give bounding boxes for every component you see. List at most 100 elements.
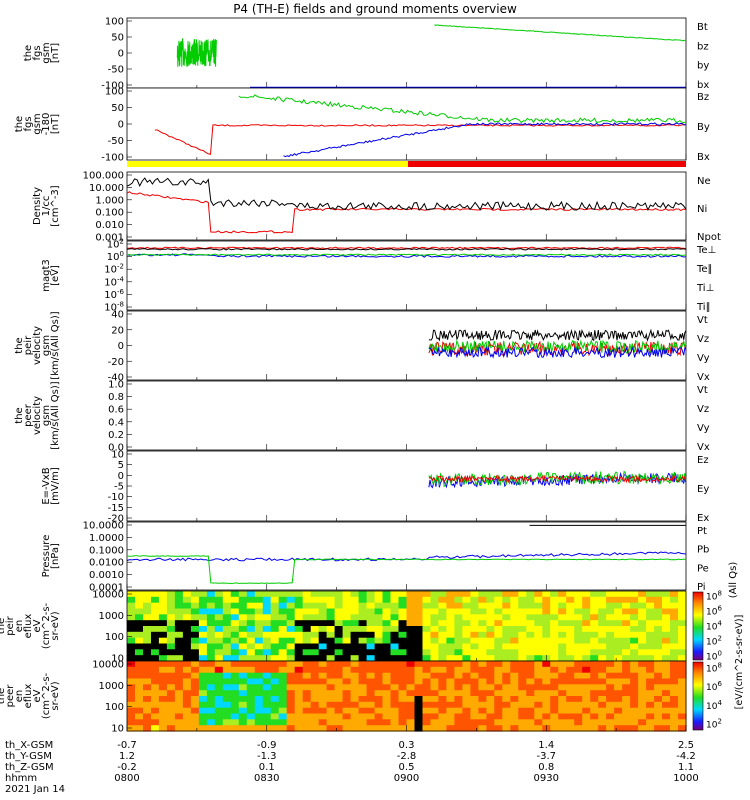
ylabel-line: [mV/m] <box>50 467 61 505</box>
footer-hhmm-4: 1000 <box>673 773 698 784</box>
ylabel-line: [cm^-3] <box>50 185 61 226</box>
ylabel-line: eV <box>32 689 43 702</box>
ytick-label: 0.2 <box>108 430 124 441</box>
ytick-label: -100 <box>101 81 124 92</box>
ylabel-line: the <box>14 116 25 132</box>
ylabel-line: Pressure <box>41 535 52 578</box>
legend-te⊥: Te⊥ <box>696 245 716 256</box>
plot-area-peer_vel <box>127 381 686 450</box>
colorbar-peer <box>692 661 704 731</box>
ytick-label: 10000 <box>92 660 124 671</box>
ytick-label: 5 <box>118 460 124 471</box>
colorbar-tick-peir: 108 <box>706 590 722 603</box>
legend-vy: Vy <box>697 353 710 364</box>
legend-bz: bz <box>697 41 709 52</box>
ytick-label: 0.001 <box>95 233 124 244</box>
colorbar-tick-peer: 104 <box>706 699 722 712</box>
colorbar-unit-label: [eV/(cm^2-s-sr-eV)] <box>734 615 745 710</box>
legend-vt: Vt <box>697 315 708 326</box>
heatmap-peir_eflux <box>127 591 687 662</box>
ytick-label: -50 <box>108 136 124 147</box>
footer-x-4: 2.5 <box>678 740 694 751</box>
trace-te-perp <box>126 246 687 250</box>
traces-pressure <box>126 524 687 585</box>
ytick-label: 0.0001 <box>89 583 124 594</box>
legend-ez: Ez <box>697 455 709 466</box>
ylabel-line: [nT] <box>50 114 61 134</box>
trace-pe <box>126 555 687 585</box>
plot-area-efield <box>127 451 686 521</box>
ylabel-line: [nPa] <box>50 543 61 569</box>
footer-y-0: 1.2 <box>119 751 135 762</box>
footer-z-3: 0.8 <box>538 762 554 773</box>
ylabel-line: the <box>14 337 25 353</box>
panel-peer_eflux: 10000 1000 100 10 thepeerenefluxeV(cm^2-s-sr… <box>0 660 687 735</box>
ylabel-line: eflux <box>23 684 34 709</box>
plot-area-density <box>127 172 686 240</box>
footer-x-3: 1.4 <box>538 740 554 751</box>
ylabel-line: the <box>0 618 7 634</box>
ylabel-line: -180 <box>41 113 52 136</box>
ylabel-line: magt3 <box>41 259 52 292</box>
ylabel-line: fgs <box>32 45 43 60</box>
ytick-label: 100 <box>105 702 124 713</box>
ytick-label: 50 <box>111 33 124 44</box>
legend-pt: Pt <box>697 526 707 537</box>
ytick-label: 1.0000 <box>89 533 124 544</box>
colorbar-tick-peer: 106 <box>706 680 722 693</box>
ytick-label: 40 <box>111 310 124 321</box>
panel-peir_eflux: 10000 1000 100 10 thepeirenefluxeV(cm^2-s-sr… <box>0 590 687 665</box>
legend-ni: Ni <box>697 204 707 215</box>
ylabel-line: [eV] <box>50 265 61 286</box>
traces-temp <box>126 246 687 258</box>
ytick-label: 0.0100 <box>89 558 124 569</box>
trace-by <box>434 24 687 42</box>
ytick-label: 100 <box>107 250 124 263</box>
plot-area-temp <box>127 241 686 310</box>
panel-stack: 100500-50-100thefgsgsm[nT]Btbzbybx100500… <box>0 17 739 735</box>
ylabel-line: en <box>14 620 25 633</box>
ylabel-line: eflux <box>23 614 34 639</box>
trace-by-early <box>176 37 217 67</box>
ytick-label: -15 <box>108 503 124 514</box>
ytick-label: 10-4 <box>104 275 124 288</box>
ylabel-line: the <box>14 407 25 423</box>
legend-by: by <box>697 61 709 72</box>
plot-area-fgs <box>127 18 686 88</box>
ytick-label: -20 <box>108 357 124 368</box>
trace-vx <box>428 345 687 359</box>
ytick-label: 0.010 <box>95 220 124 231</box>
ylabel-line: 1/cc <box>41 196 52 217</box>
ytick-label: 0.100 <box>95 208 124 219</box>
footer-row-z: th_Z-GSM <box>5 762 54 773</box>
footer-z-0: -0.2 <box>117 762 137 773</box>
trace-by <box>238 94 687 124</box>
trace-bz <box>154 124 687 155</box>
status-bar-yellow <box>127 161 408 167</box>
ytick-label: 1.000 <box>95 195 124 206</box>
ylabel-line: E=-VxB <box>41 467 52 504</box>
footer-x-2: 0.3 <box>399 740 415 751</box>
legend-ti∥: Ti∥ <box>696 302 711 313</box>
ytick-label: 0.0 <box>108 443 124 454</box>
footer-row-y: th_Y-GSM <box>5 751 52 762</box>
colorbar-tick-peer: 108 <box>706 662 722 675</box>
trace-bx <box>283 122 687 158</box>
ylabel-line: peer <box>5 684 16 708</box>
ylabel-line: sr-eV) <box>50 681 61 710</box>
ylabel-line: velocity <box>32 396 43 435</box>
ylabel-line: peer <box>23 403 34 427</box>
trace-te-par <box>126 248 687 251</box>
footer-x-0: -0.7 <box>117 740 137 751</box>
footer-y-3: -3.7 <box>536 751 556 762</box>
footer-hhmm-3: 0930 <box>534 773 559 784</box>
legend-ex: Ex <box>697 513 709 524</box>
ytick-label: 1.0 <box>108 380 124 391</box>
colorbar-tick-peir: 100 <box>706 650 722 663</box>
ytick-label: 1000 <box>99 611 124 622</box>
